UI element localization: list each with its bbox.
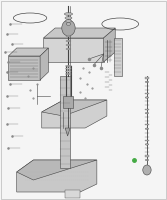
Ellipse shape (65, 68, 71, 69)
Polygon shape (43, 28, 115, 38)
Ellipse shape (145, 144, 149, 145)
Polygon shape (8, 56, 40, 80)
Ellipse shape (145, 159, 149, 161)
FancyBboxPatch shape (145, 155, 149, 157)
Ellipse shape (145, 81, 149, 83)
Ellipse shape (64, 13, 73, 15)
Polygon shape (17, 160, 97, 180)
FancyBboxPatch shape (145, 77, 149, 79)
Ellipse shape (66, 35, 71, 37)
Ellipse shape (65, 17, 72, 19)
Polygon shape (65, 128, 70, 136)
FancyBboxPatch shape (65, 190, 80, 198)
Polygon shape (42, 100, 107, 128)
Ellipse shape (65, 65, 71, 67)
Ellipse shape (66, 23, 71, 25)
FancyBboxPatch shape (145, 109, 149, 110)
Ellipse shape (66, 48, 71, 50)
Ellipse shape (145, 128, 149, 130)
Polygon shape (8, 48, 48, 56)
FancyBboxPatch shape (60, 76, 70, 168)
Ellipse shape (145, 112, 149, 114)
Ellipse shape (145, 97, 149, 98)
FancyBboxPatch shape (145, 93, 149, 94)
FancyBboxPatch shape (145, 124, 149, 125)
Ellipse shape (66, 44, 71, 46)
Circle shape (62, 20, 75, 36)
Polygon shape (17, 160, 97, 192)
FancyBboxPatch shape (145, 140, 149, 141)
Ellipse shape (65, 71, 71, 72)
Polygon shape (42, 100, 107, 116)
Ellipse shape (66, 20, 71, 22)
Circle shape (143, 165, 151, 175)
Polygon shape (40, 48, 48, 80)
Polygon shape (104, 28, 115, 62)
Ellipse shape (65, 73, 71, 75)
FancyBboxPatch shape (114, 38, 122, 76)
Polygon shape (43, 38, 104, 62)
FancyBboxPatch shape (63, 96, 73, 108)
Ellipse shape (66, 40, 71, 42)
